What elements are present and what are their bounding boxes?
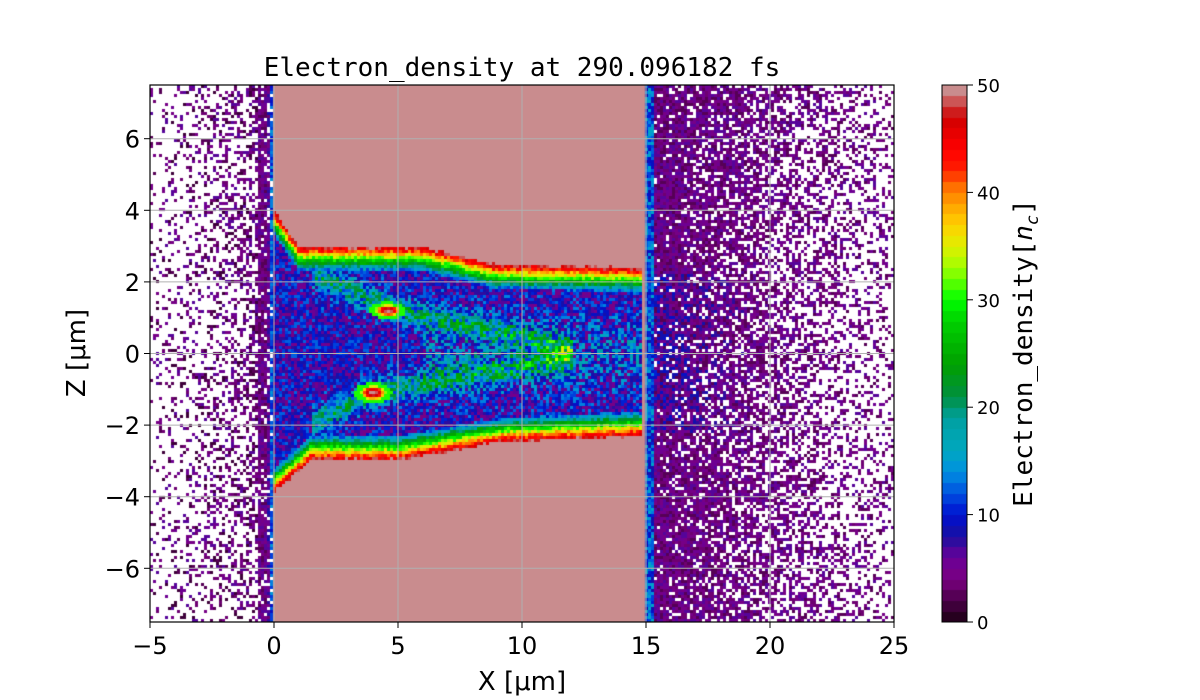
x-ticks: −5 0 5 10 15 20 25 <box>132 622 909 660</box>
x-tick-label: 0 <box>266 632 281 660</box>
y-tick-label: 4 <box>125 197 140 225</box>
y-axis-label: Z [μm] <box>62 309 92 397</box>
colorbar-tick-label: 20 <box>977 398 1000 419</box>
colorbar-tick-label: 50 <box>977 76 1000 97</box>
x-axis-label: X [μm] <box>478 667 566 697</box>
colorbar-tick-label: 40 <box>977 183 1000 204</box>
y-tick-label: 2 <box>125 269 140 297</box>
colorbar-tick-label: 0 <box>977 613 988 634</box>
colorbar <box>942 85 967 622</box>
x-tick-label: 15 <box>631 632 662 660</box>
y-tick-label: −6 <box>105 555 140 583</box>
x-tick-label: 25 <box>879 632 910 660</box>
colorbar-tick-label: 10 <box>977 506 1000 527</box>
colorbar-frame <box>941 84 968 623</box>
x-tick-label: −5 <box>132 632 167 660</box>
chart-title: Electron_density at 290.096182 fs <box>264 53 781 83</box>
colorbar-tick-label: 30 <box>977 291 1000 312</box>
y-tick-label: −2 <box>105 412 140 440</box>
y-tick-label: 0 <box>125 341 140 369</box>
x-tick-label: 10 <box>507 632 538 660</box>
colorbar-ticks: 0 10 20 30 40 50 <box>967 76 1000 634</box>
x-tick-label: 20 <box>755 632 786 660</box>
y-tick-label: −4 <box>105 484 140 512</box>
y-tick-label: 6 <box>125 126 140 154</box>
grid-lines <box>149 85 895 622</box>
y-ticks: −6 −4 −2 0 2 4 6 <box>105 126 150 583</box>
colorbar-label: Electron_density[nc] <box>1009 199 1043 507</box>
x-tick-label: 5 <box>390 632 405 660</box>
